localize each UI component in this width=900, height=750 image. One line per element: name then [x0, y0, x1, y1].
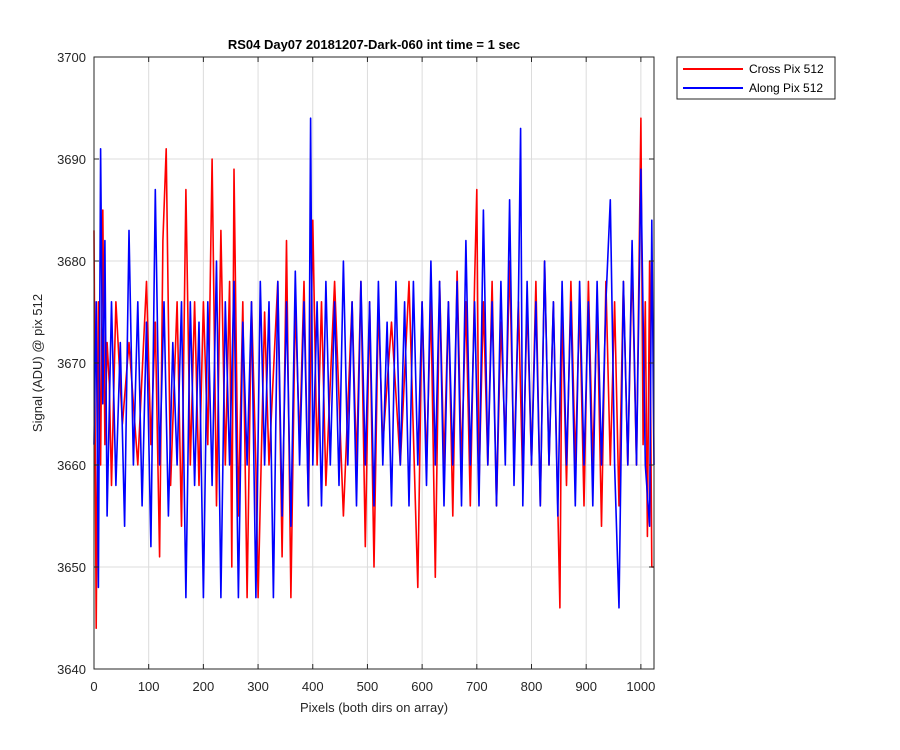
y-tick-label: 3650	[57, 560, 86, 575]
y-tick-label: 3670	[57, 356, 86, 371]
y-tick-labels: 3640 3650 3660 3670 3680 3690 3700	[57, 50, 86, 677]
x-tick-label: 800	[521, 679, 543, 694]
legend-box	[676, 56, 836, 100]
y-tick-label: 3660	[57, 458, 86, 473]
x-tick-label: 600	[411, 679, 433, 694]
x-tick-label: 700	[466, 679, 488, 694]
x-tick-label: 100	[138, 679, 160, 694]
x-tick-label: 500	[357, 679, 379, 694]
y-tick-label: 3690	[57, 152, 86, 167]
series-lines	[93, 117, 655, 630]
chart-title: RS04 Day07 20181207-Dark-060 int time = …	[228, 37, 520, 52]
x-tick-label: 400	[302, 679, 324, 694]
legend-label-along: Along Pix 512	[749, 81, 823, 95]
x-tick-label: 300	[247, 679, 269, 694]
x-tick-labels: 0 100 200 300 400 500 600 700 800 900 1000	[90, 679, 655, 694]
x-tick-label: 0	[90, 679, 97, 694]
series-line-along	[93, 117, 655, 609]
legend-label-cross: Cross Pix 512	[749, 62, 824, 76]
y-tick-label: 3680	[57, 254, 86, 269]
y-tick-label: 3700	[57, 50, 86, 65]
x-tick-label: 200	[193, 679, 215, 694]
axis-ticks	[93, 56, 654, 670]
y-tick-label: 3640	[57, 662, 86, 677]
x-tick-label: 900	[575, 679, 597, 694]
x-axis-label: Pixels (both dirs on array)	[300, 700, 448, 715]
y-axis-label: Signal (ADU) @ pix 512	[30, 294, 45, 432]
x-tick-label: 1000	[626, 679, 655, 694]
legend: Cross Pix 512 Along Pix 512	[676, 56, 836, 100]
